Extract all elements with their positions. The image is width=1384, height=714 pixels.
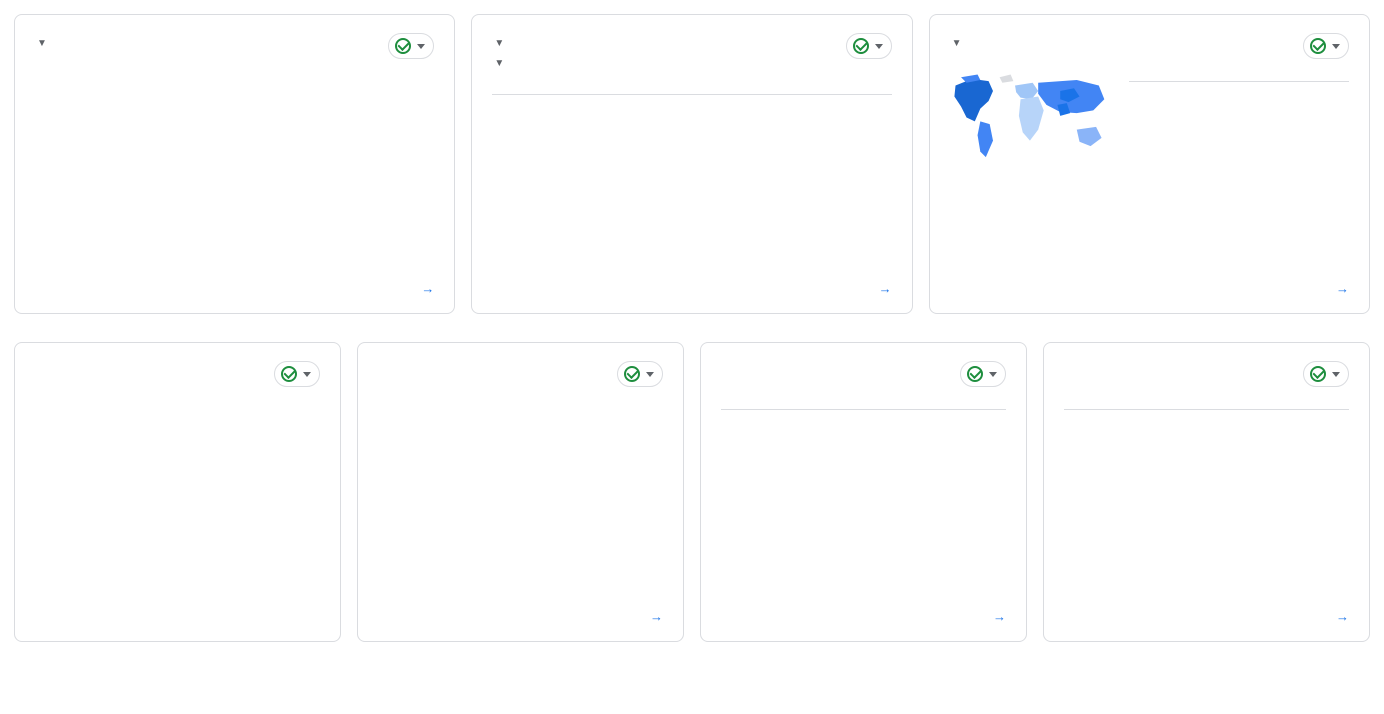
check-circle-icon bbox=[1310, 38, 1326, 54]
status-pill[interactable] bbox=[846, 33, 892, 59]
status-pill[interactable] bbox=[960, 361, 1006, 387]
users-by-country-card: ▼ bbox=[929, 14, 1370, 314]
status-pill[interactable] bbox=[274, 361, 320, 387]
caret-down-icon bbox=[303, 372, 311, 377]
world-map bbox=[950, 69, 1115, 172]
caret-down-icon bbox=[989, 372, 997, 377]
view-traffic-acquisition-link[interactable]: → bbox=[873, 282, 892, 297]
arrow-right-icon: → bbox=[1336, 610, 1349, 625]
status-pill[interactable] bbox=[1303, 33, 1349, 59]
check-circle-icon bbox=[395, 38, 411, 54]
australia-shape bbox=[1076, 127, 1101, 146]
north-america-shape bbox=[954, 79, 993, 121]
x-axis bbox=[135, 93, 434, 111]
caret-down-icon bbox=[875, 44, 883, 49]
view-retention-link[interactable]: → bbox=[644, 610, 663, 625]
pages-card: → bbox=[700, 342, 1027, 642]
arrow-right-icon: → bbox=[650, 610, 663, 625]
chevron-down-icon: ▼ bbox=[37, 38, 47, 49]
africa-shape bbox=[1019, 97, 1044, 141]
card-title[interactable]: ▼ ▼ bbox=[492, 33, 504, 72]
south-america-shape bbox=[977, 121, 992, 157]
arrow-right-icon: → bbox=[1336, 282, 1349, 297]
greenland-shape bbox=[999, 75, 1013, 83]
arrow-right-icon: → bbox=[421, 282, 434, 297]
sessions-card: ▼ ▼ → bbox=[471, 14, 912, 314]
arrow-right-icon: → bbox=[879, 282, 892, 297]
new-users-card: ▼ → bbox=[14, 14, 455, 314]
check-circle-icon bbox=[853, 38, 869, 54]
arrow-right-icon: → bbox=[993, 610, 1006, 625]
europe-shape bbox=[1015, 83, 1038, 100]
card-title[interactable]: ▼ bbox=[35, 33, 47, 53]
view-events-link[interactable]: → bbox=[1330, 610, 1349, 625]
cohort-card: → bbox=[357, 342, 684, 642]
view-countries-link[interactable]: → bbox=[1330, 282, 1349, 297]
caret-down-icon bbox=[646, 372, 654, 377]
status-pill[interactable] bbox=[388, 33, 434, 59]
status-pill[interactable] bbox=[1303, 361, 1349, 387]
caret-down-icon bbox=[1332, 372, 1340, 377]
line-chart bbox=[35, 397, 310, 603]
check-circle-icon bbox=[624, 366, 640, 382]
check-circle-icon bbox=[967, 366, 983, 382]
card-title[interactable]: ▼ bbox=[950, 33, 962, 53]
user-activity-card bbox=[14, 342, 341, 642]
caret-down-icon bbox=[1332, 44, 1340, 49]
check-circle-icon bbox=[281, 366, 297, 382]
events-card: → bbox=[1043, 342, 1370, 642]
check-circle-icon bbox=[1310, 366, 1326, 382]
view-pages-link[interactable]: → bbox=[987, 610, 1006, 625]
caret-down-icon bbox=[417, 44, 425, 49]
view-user-acquisition-link[interactable]: → bbox=[415, 282, 434, 297]
status-pill[interactable] bbox=[617, 361, 663, 387]
chevron-down-icon: ▼ bbox=[494, 58, 504, 69]
